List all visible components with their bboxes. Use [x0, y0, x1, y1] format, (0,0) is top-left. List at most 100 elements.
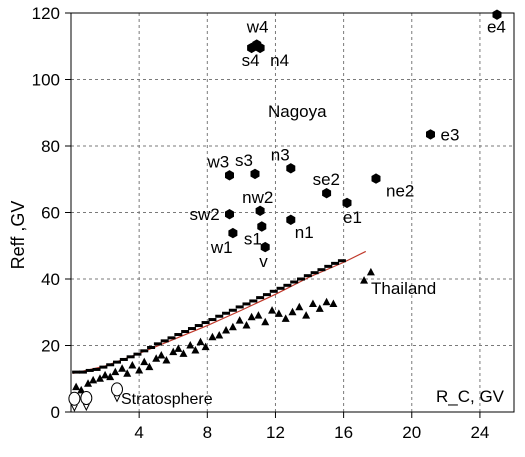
point-nw2 — [255, 205, 265, 216]
thailand-point — [366, 267, 375, 276]
point-label-w4: w4 — [246, 18, 269, 37]
dash-point — [337, 259, 346, 263]
thailand-point — [140, 357, 149, 366]
thailand-point — [145, 362, 154, 371]
dash-point — [215, 314, 224, 318]
point-label-s3: s3 — [235, 151, 253, 170]
grid-lines — [71, 13, 514, 412]
dash-point — [92, 367, 101, 371]
x-tick-label: 4 — [134, 423, 143, 442]
thailand-point — [308, 299, 317, 307]
dash-point — [283, 283, 292, 287]
thailand-point — [261, 317, 270, 326]
point-label-v: v — [259, 252, 268, 271]
thailand-point — [268, 306, 277, 314]
point-label-ne2: ne2 — [386, 182, 414, 201]
thailand-point — [315, 304, 324, 312]
thailand-point — [186, 341, 195, 349]
thailand-point — [77, 385, 86, 394]
point-labels: w4 s4 n4 e4 e3 w3 s3 n3 se2 ne2 e1 nw2 sw2 s1 n1 w1 v — [189, 18, 505, 271]
stratosphere-balloon-string — [70, 404, 78, 412]
point-label-n1: n1 — [295, 223, 314, 242]
point-label-n4: n4 — [270, 51, 289, 70]
thailand-point — [95, 374, 104, 382]
point-e3 — [426, 129, 435, 140]
dash-point — [201, 321, 210, 325]
y-tick-label: 100 — [32, 71, 60, 90]
thailand-point — [329, 299, 338, 307]
dash-point — [222, 311, 231, 315]
x-tick-label: 16 — [334, 423, 353, 442]
point-label-nw2: nw2 — [242, 188, 273, 207]
dash-point — [147, 345, 156, 349]
dash-point — [113, 360, 122, 364]
point-label-se2: se2 — [313, 170, 340, 189]
x-tick-label: 24 — [470, 423, 489, 442]
dash-point — [297, 277, 306, 281]
dash-point — [174, 333, 183, 337]
point-label-sw2: sw2 — [189, 205, 219, 224]
y-tick-label: 60 — [41, 204, 60, 223]
point-label-e4: e4 — [487, 18, 506, 37]
point-w3 — [225, 170, 234, 181]
dash-point — [310, 271, 319, 275]
y-tick-label: 80 — [41, 137, 60, 156]
point-label-e3: e3 — [441, 125, 460, 144]
y-tick-label: 0 — [51, 403, 60, 422]
point-n3 — [286, 163, 296, 174]
dash-point — [99, 365, 108, 369]
dash-point — [72, 370, 81, 374]
thailand-point — [123, 369, 132, 377]
annotation-stratosphere: Stratosphere — [121, 391, 213, 408]
dash-point — [228, 308, 237, 312]
point-label-n3: n3 — [271, 145, 290, 164]
thailand-point — [179, 349, 188, 357]
dash-point — [119, 357, 128, 361]
thailand-point — [191, 345, 200, 354]
thailand-point — [228, 322, 237, 331]
dash-point — [269, 289, 278, 293]
x-tick-label: 8 — [203, 423, 212, 442]
thailand-point — [242, 321, 251, 329]
y-tick-label: 40 — [41, 270, 60, 289]
thailand-point — [135, 365, 144, 374]
thailand-point — [254, 311, 263, 319]
point-label-w3: w3 — [206, 152, 229, 171]
thailand-point — [274, 309, 283, 317]
thailand-point — [302, 311, 311, 319]
dash-point — [331, 261, 340, 265]
dash-point — [187, 327, 196, 331]
thailand-point — [201, 342, 210, 351]
thailand-point — [322, 297, 331, 306]
thailand-point — [174, 344, 183, 352]
point-label-w1: w1 — [210, 238, 233, 257]
point-s1 — [257, 221, 267, 232]
point-label-s1: s1 — [244, 229, 262, 248]
thailand-point — [196, 337, 205, 346]
dash-point — [85, 368, 94, 372]
thailand-point — [169, 347, 178, 356]
thailand-point — [157, 350, 166, 359]
y-axis-label: Reff ,GV — [8, 201, 28, 270]
point-s4 — [247, 42, 257, 54]
dash-point — [140, 349, 149, 353]
dash-point — [160, 339, 169, 343]
thailand-point — [288, 307, 297, 316]
dash-point — [153, 342, 162, 346]
point-label-e1: e1 — [343, 208, 362, 227]
dash-point — [303, 274, 312, 278]
point-n1 — [286, 214, 296, 225]
point-s3 — [250, 168, 260, 180]
stratosphere-balloon-string — [113, 395, 121, 403]
dash-point — [242, 302, 251, 306]
thailand-point — [152, 354, 161, 362]
dash-point — [133, 352, 142, 356]
dash-point — [167, 336, 176, 340]
y-tick-label: 20 — [41, 337, 60, 356]
dash-point — [290, 280, 299, 284]
point-e4 — [492, 9, 502, 20]
thailand-point — [222, 326, 231, 334]
thailand-point — [208, 332, 217, 341]
thailand-point — [101, 370, 110, 379]
